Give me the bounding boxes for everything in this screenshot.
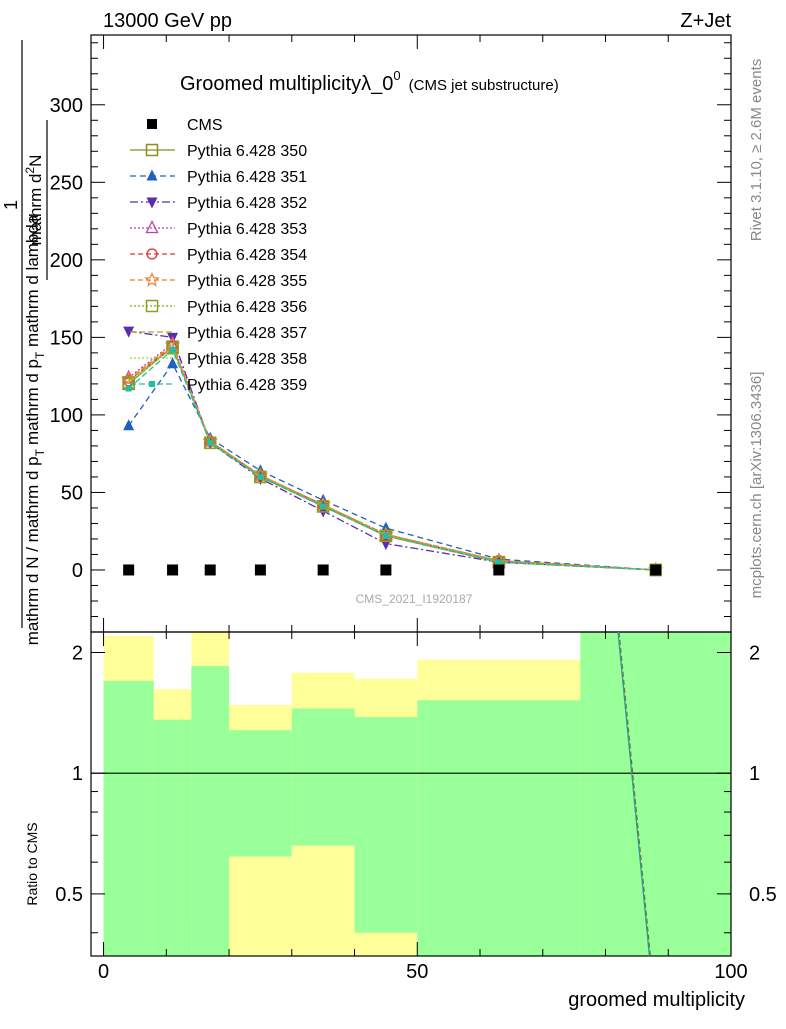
series-point: [254, 470, 267, 484]
legend-marker: [146, 169, 158, 181]
svg-text:mathrm d N / mathrm d pTmathrm: mathrm d N / mathrm d pTmathrm d pT math…: [23, 214, 47, 645]
legend-marker: [145, 143, 159, 157]
x-axis-label: groomed multiplicity: [568, 989, 745, 1011]
series-point: [167, 357, 179, 369]
series-point: [169, 346, 176, 353]
y-tick-label-upper: 150: [50, 327, 83, 349]
ratio-band-green: [191, 666, 230, 956]
series-point: [257, 473, 264, 480]
legend-label: Pythia 6.428 358: [187, 351, 307, 368]
series-line: [128, 345, 656, 571]
process-label: Z+Jet: [680, 10, 731, 32]
chart-title: Groomed multiplicityλ_00(CMS jet substru…: [180, 68, 559, 95]
series-line: [128, 348, 656, 571]
cms-point: [493, 564, 505, 576]
y-tick-label-ratio-right: 2: [749, 643, 760, 665]
series-layer: [120, 326, 664, 957]
legend: CMS Pythia 6.428 350 Pythia 6.428 351 Pythi…: [130, 117, 307, 394]
series-line: [128, 362, 656, 571]
ratio-band-green: [417, 700, 581, 956]
legend-marker: [146, 248, 158, 260]
mcplots-label: mcplots.cern.ch [arXiv:1306.3436]: [748, 372, 765, 599]
cms-point: [380, 564, 392, 576]
ratio-band-green: [354, 717, 418, 933]
y-axis-label-ratio: Ratio to CMS: [24, 822, 40, 905]
series-point: [495, 559, 502, 566]
y-tick-label-ratio: 2: [72, 643, 83, 665]
energy-label: 13000 GeV pp: [103, 10, 232, 32]
ratio-plot-frame: [90, 631, 732, 957]
y-tick-label-upper: 100: [50, 405, 83, 427]
legend-marker: [145, 299, 159, 313]
series-point: [320, 503, 327, 510]
series-point: [166, 341, 179, 355]
ratio-band-green: [580, 632, 731, 956]
cms-point: [317, 564, 329, 576]
cms-point: [254, 564, 266, 576]
ratio-series-line: [617, 631, 651, 957]
legend-label: Pythia 6.428 352: [187, 195, 307, 212]
legend-label: CMS: [187, 117, 223, 134]
ratio-band-green: [291, 708, 355, 846]
x-tick-label: 0: [98, 961, 109, 983]
legend-label: Pythia 6.428 355: [187, 273, 307, 290]
y-tick-label-upper: 200: [50, 250, 83, 272]
cms-point: [123, 564, 135, 576]
legend-label: Pythia 6.428 357: [187, 325, 307, 342]
y-tick-label-ratio-right: 0.5: [749, 884, 777, 906]
ratio-series-line: [618, 631, 651, 957]
legend-label: Pythia 6.428 354: [187, 247, 307, 264]
legend-marker: [147, 119, 157, 129]
y-axis-label-upper: mathrm d2N 1 mathrm d N / mathrm d pTmat…: [1, 40, 48, 645]
cms-point: [167, 564, 179, 576]
y-tick-label-upper: 50: [61, 482, 83, 504]
legend-marker: [149, 381, 155, 387]
legend-marker: [146, 197, 158, 209]
svg-text:mathrm d2N: mathrm d2N: [23, 155, 45, 246]
series-line: [128, 330, 656, 571]
series-point: [316, 500, 330, 513]
legend-label: Pythia 6.428 359: [187, 377, 307, 394]
series-point: [382, 532, 389, 539]
series-point: [123, 419, 135, 431]
cms-point: [204, 564, 216, 576]
ratio-band-green: [153, 719, 192, 956]
series-point: [207, 439, 214, 446]
svg-text:1: 1: [1, 200, 21, 210]
ratio-band-green: [229, 730, 292, 857]
watermark: CMS_2021_I1920187: [356, 592, 473, 606]
legend-label: Pythia 6.428 356: [187, 299, 307, 316]
legend-label: Pythia 6.428 350: [187, 143, 307, 160]
series-line: [128, 344, 656, 571]
rivet-label: Rivet 3.1.10, ≥ 2.6M events: [748, 59, 765, 242]
y-tick-label-ratio: 0.5: [55, 884, 83, 906]
y-tick-label-ratio: 1: [72, 763, 83, 785]
legend-label: Pythia 6.428 351: [187, 169, 307, 186]
legend-marker: [145, 220, 159, 234]
cms-point: [650, 564, 662, 576]
ratio-band-layer: [103, 632, 731, 956]
y-tick-label-upper: 0: [72, 560, 83, 582]
y-tick-label-ratio-right: 1: [749, 763, 760, 785]
legend-marker: [144, 271, 160, 287]
series-point: [203, 436, 217, 450]
y-tick-label-upper: 300: [50, 95, 83, 117]
axes-layer: 0 50 100 150 200 250 300 0.5 0.5 1 1 2 2 0 50 100: [50, 34, 777, 983]
x-tick-label: 50: [406, 961, 428, 983]
x-tick-label: 100: [714, 961, 747, 983]
y-tick-label-upper: 250: [50, 172, 83, 194]
series-point: [123, 326, 135, 338]
series-point: [125, 385, 132, 392]
legend-label: Pythia 6.428 353: [187, 221, 307, 238]
ratio-band-green: [103, 680, 154, 956]
